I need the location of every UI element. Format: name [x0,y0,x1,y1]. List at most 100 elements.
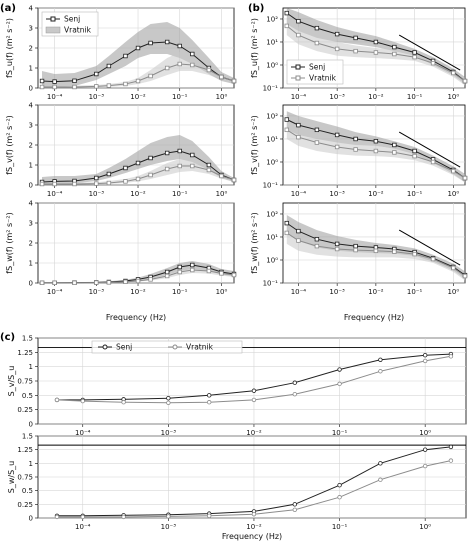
data-point [296,228,301,234]
data-point [378,461,383,466]
series-line-senj [41,41,235,83]
band-senj [286,111,465,183]
y-tick-label: 1 [29,162,33,170]
band-senj [42,135,234,184]
data-point [219,173,224,179]
y-axis-label: S_v/S_u [7,366,16,397]
data-point [106,180,112,186]
data-point [94,280,99,285]
y-tick-label: 10¹ [266,38,278,46]
x-tick-label: 10⁻¹ [407,190,423,198]
data-point [148,172,153,178]
data-point [190,262,195,268]
data-point [164,269,170,275]
data-point [462,175,468,181]
legend-label: Vratnik [64,26,92,35]
data-point [206,268,212,274]
data-point [314,140,320,145]
x-tick-label: 10⁻¹ [332,523,348,531]
y-tick-label: 10⁻¹ [263,182,279,190]
legend-swatch [45,26,61,34]
data-point [206,67,212,73]
x-tick-label: 10⁻³ [89,190,105,198]
y-tick-label: 4 [29,200,34,208]
x-tick-label: 10⁰ [447,190,459,198]
y-tick-label: 0.5 [22,487,33,495]
data-point [231,78,237,84]
data-point [353,147,358,152]
data-point [106,63,112,69]
x-tick-label: 10⁻² [368,93,384,101]
data-point [430,256,436,262]
data-point [166,514,171,519]
data-point [94,84,99,89]
data-point [72,78,77,83]
legend-b: Senj Vratnik [286,59,344,85]
panel-a1: 10⁻⁴ 10⁻³ 10⁻² 10⁻¹ 10⁰ 0 1 2 3 4 fS_u(f) (m² s⁻²) [5,5,237,101]
legend-label: Senj [64,15,80,24]
data-point [412,251,417,257]
data-point [334,132,340,138]
legend-label: Vratnik [309,74,337,83]
data-point [190,62,195,68]
data-point [284,23,289,29]
data-point [135,45,141,51]
legend-marker [295,64,301,70]
data-point [292,507,297,512]
data-point [135,78,141,84]
x-tick-label: 10⁻¹ [172,288,188,296]
data-point [148,155,153,161]
data-point [378,357,383,362]
data-point [177,43,182,49]
x-tick-label: 10⁻¹ [172,190,188,198]
data-point [334,241,340,247]
data-point [430,60,436,66]
x-tick-label: 10⁻⁴ [47,93,63,101]
panel-b3: 10⁻⁴ 10⁻³ 10⁻² 10⁻¹ 10⁰ 10⁻¹ 10⁰ 10¹ 10² fS_w(f) … [250,202,468,296]
data-point [392,142,397,148]
data-point [39,280,45,285]
data-point [373,50,379,55]
data-point [52,84,57,90]
data-point [231,272,237,278]
y-axis-label: fS_v(f) (m² s⁻²) [250,115,259,175]
data-point [39,181,45,187]
data-point [353,136,358,142]
data-point [448,444,454,450]
x-tick-label: 10⁻² [246,523,262,531]
y-tick-label: 0 [29,515,33,523]
data-point [177,61,182,67]
data-point [392,44,397,50]
x-tick-label: 10⁻⁴ [75,523,91,531]
data-point [314,243,320,249]
y-tick-label: 10⁻¹ [263,85,279,93]
data-point [422,447,428,452]
data-point [378,477,383,482]
data-point [206,167,212,173]
x-tick-label: 10⁰ [447,288,459,296]
data-point [392,249,397,254]
legend-marker [50,16,56,22]
data-point [206,400,212,405]
y-tick-label: 3 [29,220,33,228]
data-point [121,400,126,405]
y-tick-label: 0.25 [17,406,33,414]
x-tick-label: 10⁻² [368,190,384,198]
band-vratnik [42,52,234,88]
x-tick-label: 10⁻¹ [407,288,423,296]
y-tick-label: 1.5 [22,433,33,441]
data-point [54,514,60,520]
data-point [106,83,112,88]
data-point [462,273,468,279]
y-axis-label: S_w/S_u [7,461,16,493]
slope-reference-line [398,229,461,266]
data-point [284,127,289,133]
y-tick-label: 10² [266,112,278,120]
data-point [373,248,379,254]
x-tick-label: 10⁰ [419,429,431,437]
data-point [106,280,112,285]
x-axis-label-b: Frequency (Hz) [344,313,404,322]
data-point [334,31,340,37]
legend-box [91,340,243,354]
